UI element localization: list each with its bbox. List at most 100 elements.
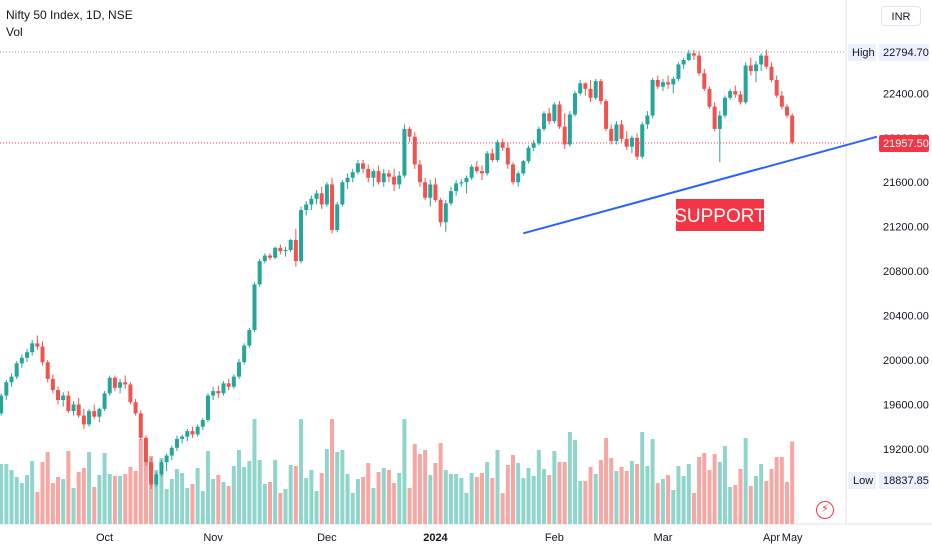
candle-body: [376, 171, 381, 183]
volume-bar: [283, 489, 288, 524]
candle-body: [56, 390, 61, 400]
candle-body: [81, 415, 86, 425]
candle-body: [345, 177, 350, 183]
volume-bar: [45, 452, 50, 524]
candle-body: [128, 384, 133, 403]
volume-bar: [619, 467, 624, 524]
candle-body: [578, 83, 583, 94]
volume-bar: [330, 419, 335, 524]
volume-bar: [304, 478, 309, 524]
x-tick-label: 2024: [423, 532, 448, 544]
y-tick-label: 19200.00: [883, 444, 929, 456]
candle-body: [691, 53, 696, 56]
volume-bar: [505, 465, 510, 524]
candle-body: [790, 115, 795, 143]
volume-bar: [392, 483, 397, 524]
candle-body: [423, 182, 428, 198]
volume-bar: [221, 482, 226, 524]
candle-body: [707, 88, 712, 107]
volume-bar: [438, 443, 443, 524]
volume-bar: [371, 488, 376, 524]
candle-body: [407, 128, 412, 137]
flash-icon[interactable]: ⚡︎: [816, 501, 834, 519]
volume-bar: [588, 467, 593, 524]
low-marker-label-box: [848, 472, 876, 489]
volume-bar: [655, 483, 660, 524]
volume-bar: [128, 467, 133, 524]
volume-bar: [278, 493, 283, 524]
volume-bar: [30, 461, 35, 524]
support-trendline[interactable]: [523, 135, 878, 235]
candle-body: [521, 161, 526, 174]
candle-body: [257, 261, 262, 285]
volume-bar: [50, 483, 55, 524]
candle-body: [759, 55, 764, 65]
candle-body: [76, 404, 81, 416]
volume-bar: [138, 439, 143, 524]
support-annotation[interactable]: SUPPORT: [674, 199, 766, 231]
candle-body: [650, 80, 655, 116]
last-price-marker: 21957.50: [879, 135, 929, 152]
volume-legend[interactable]: Vol: [6, 25, 23, 39]
volume-bar: [71, 488, 76, 524]
candle-body: [102, 393, 107, 409]
volume-bar: [578, 481, 583, 524]
volume-bar: [102, 453, 107, 524]
volume-bar: [397, 473, 402, 524]
candle-body: [0, 395, 4, 414]
candle-body: [273, 247, 278, 258]
volume-bar: [366, 463, 371, 524]
candle-body: [448, 191, 453, 204]
volume-bar: [123, 474, 128, 524]
candle-body: [567, 114, 572, 145]
volume-bar: [666, 475, 671, 524]
candle-body: [738, 94, 743, 103]
candle-body: [154, 474, 159, 485]
volume-bar: [500, 493, 505, 524]
x-tick-label: Feb: [545, 532, 564, 544]
volume-bar: [381, 468, 386, 524]
time-axis[interactable]: Oct Nov Dec 2024 Feb Mar Apr May: [96, 532, 803, 544]
candle-body: [35, 343, 40, 347]
low-marker: Low 18837.85: [848, 472, 929, 489]
candle-body: [764, 55, 769, 67]
candle-body: [71, 404, 76, 412]
volume-bar: [97, 475, 102, 524]
x-tick-label: Oct: [96, 532, 113, 544]
volume-bar: [81, 468, 86, 524]
volume-bar: [319, 473, 324, 524]
candle-body: [330, 184, 335, 230]
volume-bar: [216, 475, 221, 524]
candle-body: [743, 65, 748, 103]
volume-bar: [485, 462, 490, 524]
candle-body: [511, 164, 515, 183]
volume-bar: [573, 440, 578, 524]
volume-bar: [604, 438, 609, 524]
symbol-legend[interactable]: Nifty 50 Index, 1D, NSE: [6, 8, 133, 22]
candle-body: [614, 124, 619, 142]
candle-body: [283, 250, 288, 252]
volume-bar: [273, 460, 278, 524]
candle-body: [485, 153, 490, 174]
candle-body: [645, 115, 650, 125]
currency-button[interactable]: INR: [881, 6, 921, 26]
volume-bar: [19, 483, 24, 524]
volume-bar: [87, 452, 92, 524]
y-tick-label: 20000.00: [883, 355, 929, 367]
volume-bar: [759, 464, 764, 524]
volume-bar: [402, 419, 407, 524]
volume-bar: [547, 475, 552, 524]
volume-bar: [154, 470, 159, 524]
candle-body: [19, 357, 24, 364]
candle-body: [728, 91, 733, 98]
candle-body: [268, 255, 273, 258]
candle-body: [211, 391, 216, 396]
volume-bar: [9, 470, 14, 524]
candle-body: [97, 408, 102, 417]
volume-bar: [169, 479, 174, 524]
volume-bars: [0, 419, 795, 524]
low-marker-label: Low: [853, 475, 873, 487]
volume-bar: [650, 439, 655, 524]
candle-body: [495, 142, 500, 160]
